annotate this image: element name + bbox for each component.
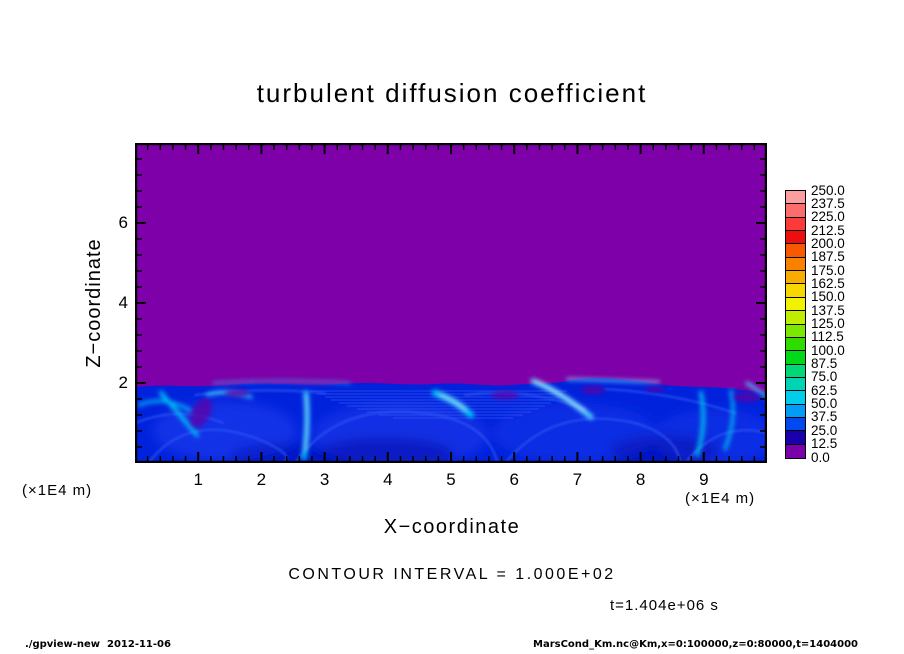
colorbar-tick-label: 150.0 bbox=[811, 289, 845, 305]
colorbar-tick-label: 100.0 bbox=[811, 342, 845, 358]
y-tick-label: 2 bbox=[118, 373, 128, 392]
x-tick-label: 1 bbox=[193, 470, 203, 489]
plot-frame bbox=[135, 143, 767, 463]
contour-interval-label: CONTOUR INTERVAL = 1.000E+02 bbox=[288, 566, 616, 583]
colorbar-tick-label: 200.0 bbox=[811, 235, 845, 251]
colorbar-cell bbox=[785, 443, 806, 459]
x-tick-label: 4 bbox=[383, 470, 393, 489]
x-tick-label: 7 bbox=[572, 470, 583, 489]
footer-command-label: ./gpview-new 2012-11-06 bbox=[25, 639, 171, 650]
time-label: t=1.404e+06 s bbox=[610, 597, 719, 614]
colorbar-tick-label: 125.0 bbox=[811, 316, 845, 331]
x-tick-label: 2 bbox=[256, 470, 267, 489]
heatmap-plot-area bbox=[135, 143, 767, 463]
colorbar-tick-label: 112.5 bbox=[811, 329, 844, 345]
colorbar-tick-label: 162.5 bbox=[811, 275, 845, 291]
colorbar-tick-label: 250.0 bbox=[811, 182, 845, 198]
chart-title: turbulent diffusion coefficient bbox=[256, 78, 648, 108]
colorbar-tick-label: 187.5 bbox=[811, 249, 845, 265]
colorbar-tick-label: 37.5 bbox=[811, 409, 838, 425]
x-tick-label: 8 bbox=[635, 470, 646, 489]
x-tick-label: 3 bbox=[319, 470, 330, 489]
colorbar-tick-label: 25.0 bbox=[811, 422, 838, 438]
axis-ticks bbox=[137, 145, 765, 461]
colorbar-tick-label: 75.0 bbox=[811, 369, 838, 385]
y-tick-label: 4 bbox=[118, 293, 128, 312]
y-axis-unit-label: (×1E4 m) bbox=[22, 482, 93, 499]
colorbar-tick-label: 50.0 bbox=[811, 396, 838, 412]
field-boundary-layer bbox=[135, 378, 767, 463]
colorbar-tick-label: 225.0 bbox=[811, 209, 845, 225]
colorbar-tick-label: 0.0 bbox=[811, 449, 830, 465]
y-tick-label: 6 bbox=[118, 213, 128, 232]
x-tick-label: 9 bbox=[699, 470, 709, 489]
colorbar-tick-label: 212.5 bbox=[811, 222, 845, 238]
colorbar-tick-label: 87.5 bbox=[811, 356, 838, 372]
colorbar-tick-label: 137.5 bbox=[811, 302, 845, 318]
colorbar-tick-label: 175.0 bbox=[811, 262, 845, 278]
colorbar-tick-label: 12.5 bbox=[811, 436, 838, 452]
x-axis-unit-label: (×1E4 m) bbox=[685, 490, 756, 507]
footer-file-label: MarsCond_Km.nc@Km,x=0:100000,z=0:80000,t… bbox=[533, 639, 858, 650]
colorbar-tick-label: 62.5 bbox=[811, 382, 838, 398]
x-axis-title: X−coordinate bbox=[383, 516, 521, 538]
x-tick-label: 6 bbox=[509, 470, 519, 489]
colorbar-tick-label: 237.5 bbox=[811, 195, 845, 211]
x-tick-label: 5 bbox=[446, 470, 456, 489]
